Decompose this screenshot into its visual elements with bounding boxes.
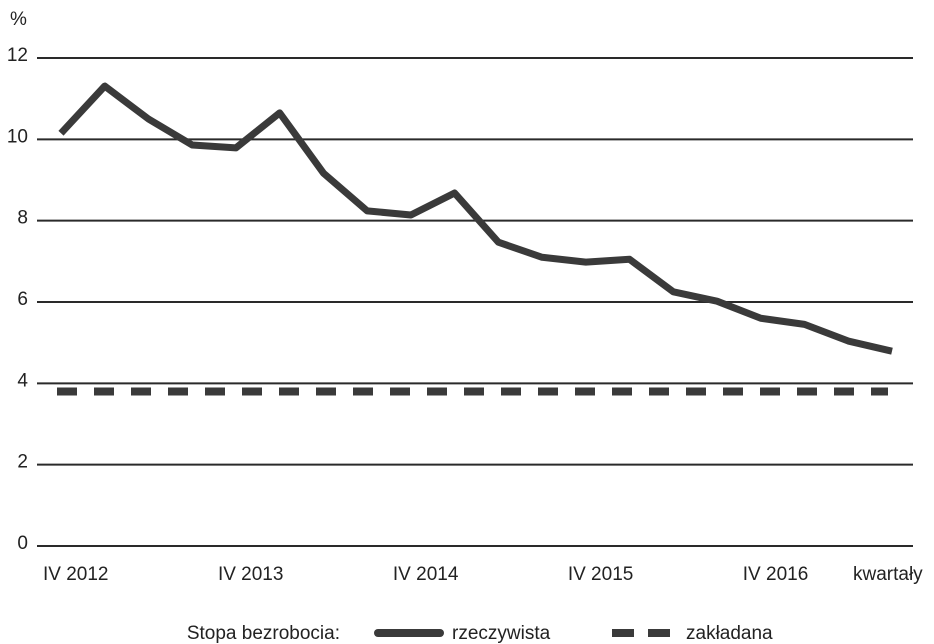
y-tick-label: 10 bbox=[7, 126, 28, 147]
series-line bbox=[58, 82, 893, 355]
y-axis-label: % bbox=[10, 9, 27, 30]
y-tick-label: 8 bbox=[17, 208, 28, 229]
y-tick-label: 0 bbox=[17, 533, 28, 554]
x-tick-label: IV 2014 bbox=[393, 564, 459, 585]
y-tick-label: 2 bbox=[17, 452, 28, 473]
legend-label: rzeczywista bbox=[452, 623, 551, 644]
legend-label: zakładana bbox=[686, 623, 773, 644]
x-tick-label: IV 2012 bbox=[43, 564, 109, 585]
x-tick-label: IV 2015 bbox=[568, 564, 634, 585]
x-tick-label: IV 2016 bbox=[743, 564, 809, 585]
y-tick-label: 4 bbox=[17, 370, 28, 391]
y-tick-label: 12 bbox=[7, 45, 28, 66]
x-tick-label: IV 2013 bbox=[218, 564, 284, 585]
y-tick-label: 6 bbox=[17, 289, 28, 310]
legend-title: Stopa bezrobocia: bbox=[187, 623, 340, 644]
x-axis-label: kwartały bbox=[853, 564, 923, 585]
